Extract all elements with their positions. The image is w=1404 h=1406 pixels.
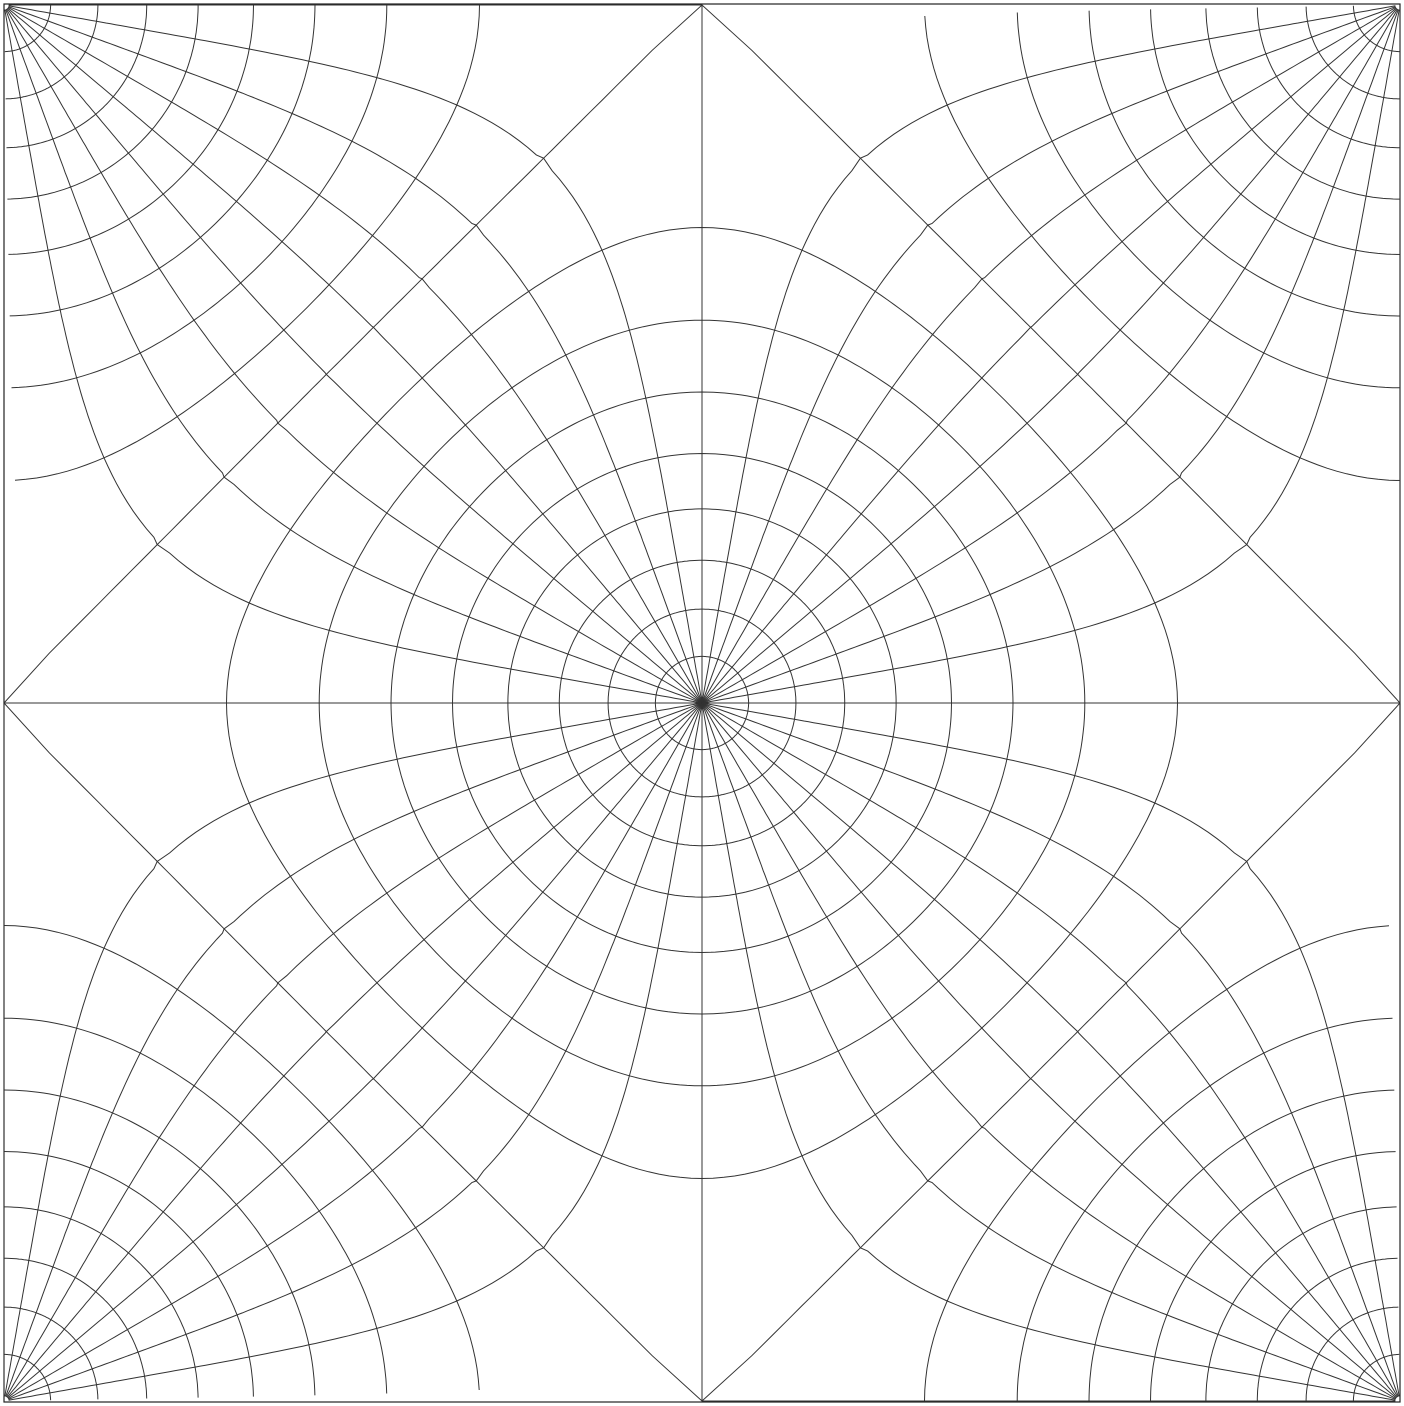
graticule-line [507,508,897,898]
graticule-line [451,452,952,954]
graticule-line [701,702,1399,1398]
graticule-line [4,5,1400,1401]
graticule-line [701,6,1397,704]
graticule-line [701,8,1398,704]
graticule-line [7,702,703,1400]
graticule-line [701,9,1400,704]
graticule-line [7,7,703,704]
graticule-line [3,4,1401,1402]
graticule-line [558,559,846,847]
graticule-line [4,9,703,704]
graticule-line [4,5,1400,1401]
graticule-line [654,655,750,751]
graticule-line [8,702,703,1401]
graticule-line [390,391,1014,1015]
graticule-line [8,4,703,703]
graticule-line [701,6,1396,704]
graticule-line [702,9,1401,704]
graticule-line [3,702,702,1397]
graticule-line [701,5,1396,704]
graticule-line [4,5,1400,1401]
graticule-line [5,9,703,704]
graticule-line [701,702,1397,1400]
graticule-line [607,608,797,798]
graticule-line [5,8,703,704]
graticule-line [6,702,703,1398]
graticule-line [701,703,1396,1402]
graticule-line [701,702,1399,1397]
graticule-line [225,226,1178,1180]
graticule-line [3,4,1401,1402]
graticule-line [3,4,1401,1402]
graticule-line [701,702,1398,1398]
graticule-line [701,7,1397,704]
graticule-line [701,8,1399,704]
graticule-line [7,702,703,1399]
graticule-line [701,702,1397,1399]
graticule-line [8,702,703,1400]
graticule-line [701,9,1399,704]
graticule-line [6,8,703,704]
graticule-line [701,702,1400,1397]
graticule-line [3,4,1401,1402]
graticule-line [5,702,703,1398]
graticule-line [4,5,1400,1401]
graticule-line [4,702,703,1397]
graticule-line [701,702,1396,1401]
graticule-line [3,4,1401,1402]
graticule-line [318,319,1086,1087]
graticule-line [8,5,703,704]
graticule-line [5,702,703,1397]
graticule-line [7,6,703,704]
graticule-line [8,6,703,704]
graticule-line [701,702,1396,1400]
